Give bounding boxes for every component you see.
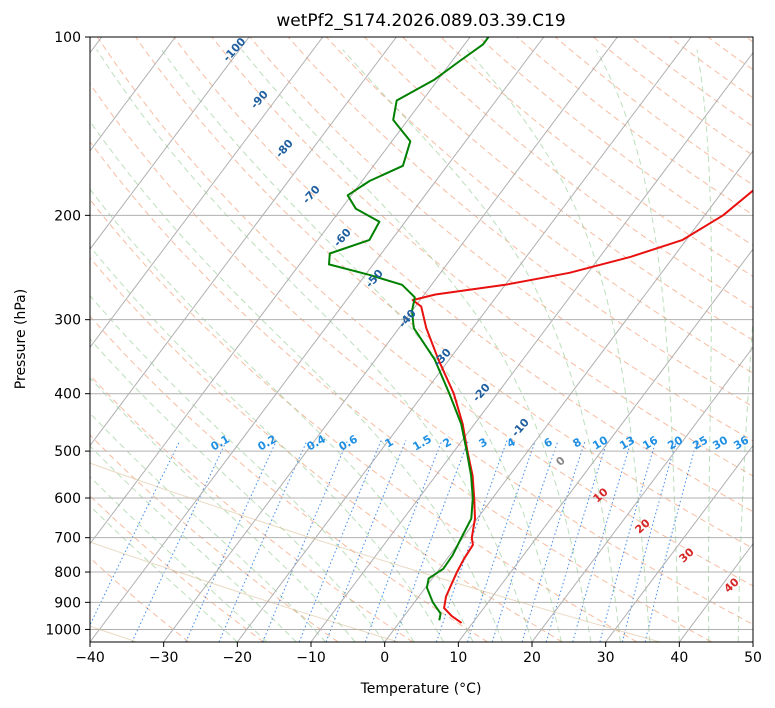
background-lines [90, 37, 753, 642]
moist-adiabat [90, 412, 327, 642]
dry-adiabat [249, 37, 753, 442]
mixing-ratio-line [644, 440, 698, 642]
y-tick-label: 100 [54, 30, 81, 46]
y-axis-label: Pressure (hPa) [13, 289, 29, 389]
y-tick-label: 600 [54, 491, 81, 507]
x-tick-label: 30 [597, 650, 615, 666]
x-tick-label: 0 [380, 650, 389, 666]
x-tick-label: 20 [523, 650, 541, 666]
y-tick-label: 400 [54, 387, 81, 403]
dry-adiabat [90, 141, 712, 642]
isotherm-line [605, 444, 753, 642]
y-tick-label: 1000 [45, 622, 81, 638]
y-tick-label: 200 [54, 208, 81, 224]
isotherm-line [310, 51, 753, 642]
plot-area [90, 37, 753, 642]
x-tick-label: −30 [149, 650, 179, 666]
moist-adiabat [595, 49, 680, 642]
moist-adiabat [696, 49, 712, 642]
moist-adiabat [90, 505, 238, 642]
chart-title: wetPf2_S174.2026.089.03.39.C19 [276, 11, 565, 31]
tan-arc [90, 462, 660, 642]
moist-adiabat [90, 120, 503, 642]
mixing-ratio-line [218, 440, 308, 642]
y-tick-label: 300 [54, 313, 81, 329]
x-tick-label: 40 [670, 650, 688, 666]
y-tick-label: 700 [54, 531, 81, 547]
moist-adiabat [342, 49, 621, 642]
isotherm-line [236, 37, 692, 642]
dry-adiabat [90, 257, 563, 642]
mixing-ratio-line [521, 440, 586, 642]
dry-adiabat [135, 37, 753, 550]
dry-adiabat [90, 495, 264, 642]
dry-adiabat [173, 37, 753, 513]
mixing-ratio-line [393, 440, 469, 642]
moist-adiabat [90, 188, 474, 642]
moist-adiabat [737, 312, 753, 642]
mixing-ratio-line [572, 440, 632, 642]
y-tick-label: 500 [54, 444, 81, 460]
x-tick-label: −20 [223, 650, 253, 666]
isotherm-line [90, 37, 397, 447]
dry-adiabat [478, 37, 753, 247]
mixing-ratio-line [621, 440, 677, 642]
mixing-ratio-line [599, 440, 657, 642]
dry-adiabat [90, 315, 488, 642]
isotherm-line [163, 37, 618, 642]
dry-adiabat [440, 37, 753, 278]
isotherm-line [90, 37, 250, 250]
y-tick-label: 900 [54, 595, 81, 611]
isotherm-line [90, 37, 324, 349]
x-tick-label: −10 [296, 650, 326, 666]
moist-adiabat [160, 49, 562, 642]
dry-adiabat [287, 37, 753, 408]
moist-adiabat [90, 338, 386, 642]
isotherm-line [90, 37, 471, 545]
mixing-ratio-line [262, 440, 348, 642]
moist-adiabat [96, 49, 533, 642]
dry-adiabat [402, 37, 753, 309]
dry-adiabat [90, 83, 753, 625]
moist-adiabat [90, 445, 297, 642]
dry-adiabat [90, 374, 414, 642]
mixing-ratio-line [545, 440, 608, 642]
isotherm-line [457, 248, 753, 642]
isotherm-line [90, 37, 545, 642]
axes: −40 −30 −20 −10 0 10 20 30 40 50 100 200 300 400 500 60… [45, 30, 762, 666]
data-series [328, 37, 753, 624]
x-tick-label: 10 [449, 650, 467, 666]
x-tick-label: −40 [75, 650, 105, 666]
moist-adiabat [466, 49, 651, 642]
isotherm-line [90, 37, 176, 152]
moist-adiabat [241, 49, 592, 642]
dewpoint-profile-line [328, 37, 490, 621]
moist-adiabat [90, 245, 445, 642]
dry-adiabat [325, 37, 753, 374]
plot-frame [89, 36, 754, 643]
y-tick-label: 800 [54, 565, 81, 581]
dry-adiabat [96, 37, 753, 587]
dry-adiabat [516, 37, 753, 216]
moist-adiabat [90, 476, 268, 642]
x-tick-label: 50 [744, 650, 762, 666]
isotherm-line [531, 346, 753, 642]
x-axis-label: Temperature (°C) [360, 681, 482, 697]
temperature-profile-line [411, 189, 753, 624]
mixing-ratio-line [491, 440, 559, 642]
moist-adiabat [90, 295, 415, 642]
mixing-ratio-line [185, 440, 277, 642]
